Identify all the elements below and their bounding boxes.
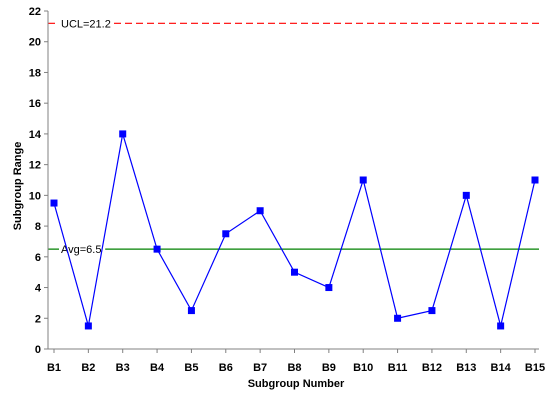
y-tick-label: 20 — [29, 37, 41, 49]
y-tick-label: 6 — [35, 252, 41, 264]
x-axis-title: Subgroup Number — [248, 378, 345, 390]
data-point — [428, 307, 436, 315]
x-tick-label: B14 — [491, 362, 512, 374]
y-tick-label: 22 — [29, 6, 41, 18]
x-tick-label: B10 — [353, 362, 373, 374]
series-layer — [50, 130, 539, 330]
data-point — [291, 268, 298, 276]
data-point — [462, 191, 470, 199]
y-tick-label: 12 — [29, 160, 41, 172]
y-tick-label: 10 — [29, 190, 41, 202]
data-point — [153, 245, 161, 253]
data-point — [119, 130, 127, 138]
x-tick-label: B13 — [456, 362, 476, 374]
axes: 0 2 4 6 8 10 12 14 16 18 20 22 B1 B2 B3 B4 B5 B6 B7 B8 B9 B10… — [29, 6, 545, 374]
data-point — [325, 284, 333, 292]
reference-lines: UCL=21.2 Avg=6.5 — [48, 15, 539, 256]
data-point — [187, 307, 195, 315]
data-point — [394, 314, 402, 322]
y-tick-label: 2 — [35, 313, 41, 325]
reference-label: Avg=6.5 — [61, 244, 101, 256]
reference-label: UCL=21.2 — [61, 18, 111, 30]
x-tick-label: B4 — [150, 362, 165, 374]
x-tick-label: B5 — [184, 362, 198, 374]
y-tick-label: 14 — [29, 129, 42, 141]
y-tick-label: 0 — [35, 344, 41, 356]
x-tick-label: B12 — [422, 362, 442, 374]
x-tick-label: B6 — [219, 362, 233, 374]
y-axis-title: Subgroup Range — [12, 142, 24, 231]
data-point — [359, 176, 367, 184]
reference-label-background — [59, 241, 106, 256]
x-tick-label: B11 — [388, 362, 408, 374]
data-point — [84, 322, 92, 330]
data-point — [256, 207, 264, 215]
data-point — [222, 230, 230, 238]
data-point — [531, 176, 539, 184]
reference-label-background — [59, 15, 112, 30]
x-tick-label: B9 — [322, 362, 336, 374]
data-point — [50, 199, 58, 207]
x-tick-label: B1 — [47, 362, 61, 374]
x-tick-label: B8 — [287, 362, 301, 374]
x-tick-label: B7 — [253, 362, 267, 374]
y-tick-label: 4 — [35, 283, 42, 295]
y-tick-label: 18 — [29, 67, 41, 79]
x-tick-label: B3 — [116, 362, 130, 374]
y-tick-label: 8 — [35, 221, 41, 233]
x-tick-label: B2 — [81, 362, 95, 374]
data-point — [497, 322, 505, 330]
series-line — [53, 133, 536, 327]
x-tick-label: B15 — [525, 362, 545, 374]
y-tick-label: 16 — [29, 98, 41, 110]
